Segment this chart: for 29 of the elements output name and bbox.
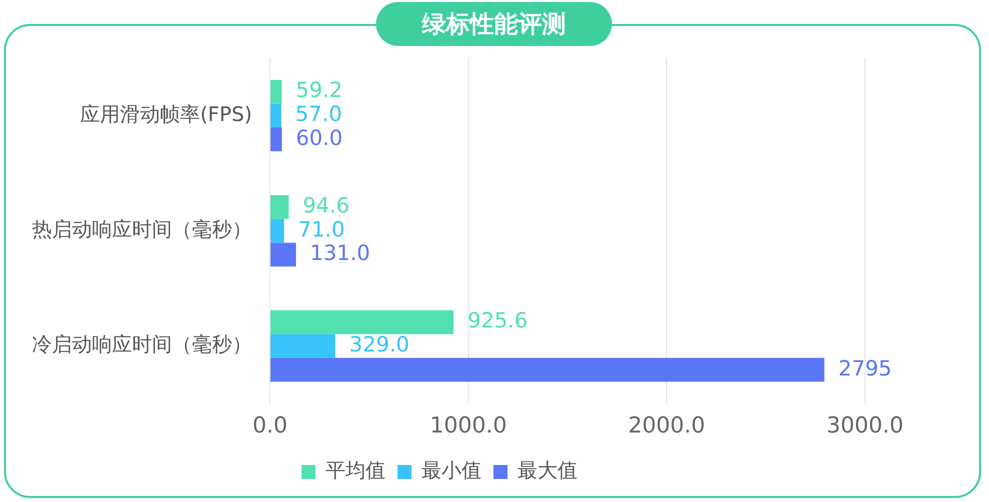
x-tick-label: 0.0: [252, 414, 288, 439]
bar: [270, 242, 296, 267]
data-label: 329.0: [349, 332, 410, 356]
bar: [270, 218, 284, 243]
bar: [270, 334, 336, 358]
data-label: 131.0: [310, 241, 370, 266]
data-label: 71.0: [298, 217, 345, 242]
legend-label: 最小值: [422, 458, 482, 482]
data-label: 60.0: [296, 126, 343, 150]
legend-label: 最大值: [518, 458, 578, 482]
y-tick-label: 热启动响应时间（毫秒）: [32, 217, 252, 242]
bar: [270, 358, 824, 382]
x-tick-label: 3000.0: [826, 414, 904, 439]
bar: [270, 128, 282, 152]
x-tick-label: 2000.0: [628, 414, 706, 439]
bar: [270, 80, 282, 104]
data-label: 925.6: [468, 308, 528, 333]
data-label: 94.6: [302, 193, 350, 218]
data-label: 59.2: [296, 78, 343, 102]
legend-label: 平均值: [326, 458, 386, 482]
chart-title: 绿标性能评测: [376, 2, 612, 46]
data-label: 57.0: [295, 102, 342, 126]
x-tick-label: 1000.0: [430, 414, 507, 439]
y-tick-label: 应用滑动帧率(FPS): [80, 102, 252, 126]
bar: [270, 195, 289, 219]
data-label: 2795: [838, 356, 892, 380]
bar: [270, 104, 282, 128]
bar: [270, 310, 454, 334]
y-tick-label: 冷启动响应时间（毫秒）: [32, 332, 252, 356]
